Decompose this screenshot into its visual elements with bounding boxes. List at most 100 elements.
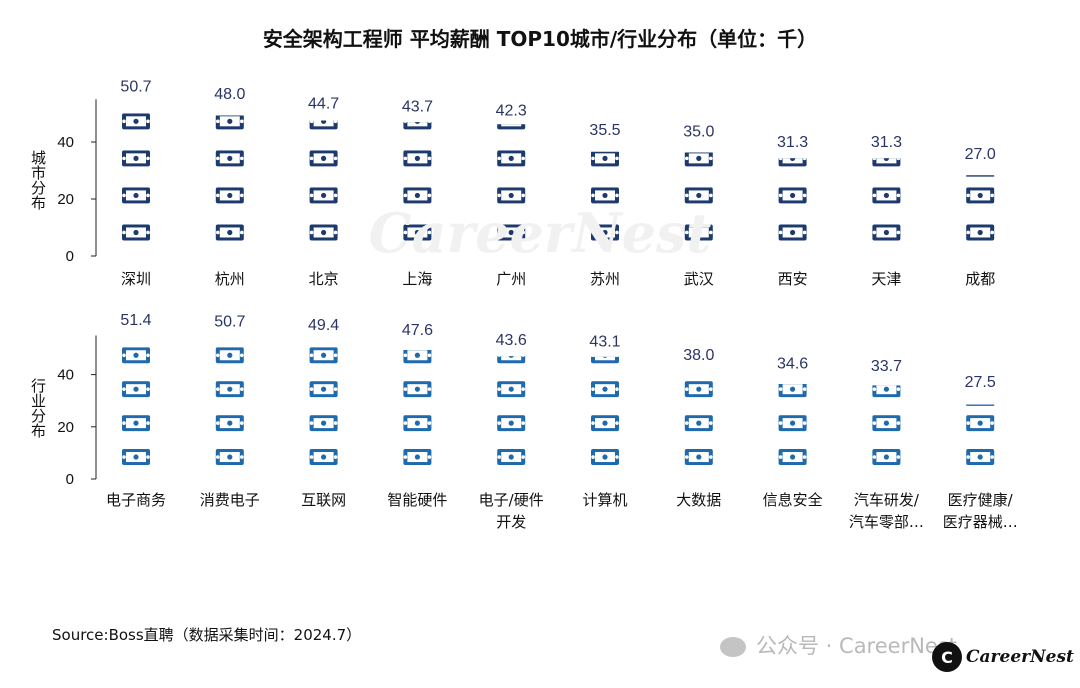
category-label: 互联网 — [301, 491, 346, 509]
value-label: 50.7 — [214, 314, 245, 331]
brand-logo: C CareerNest — [932, 640, 1074, 674]
category-label: 苏州 — [590, 270, 620, 288]
bar — [215, 347, 244, 466]
value-label: 43.6 — [496, 332, 527, 349]
bar-icon — [966, 224, 995, 241]
bar-icon — [591, 356, 619, 364]
value-label: 49.4 — [308, 317, 339, 334]
bar-icon — [309, 347, 338, 364]
category-label: 消费电子 — [200, 491, 260, 509]
bar — [403, 350, 432, 466]
bar — [872, 385, 901, 466]
bar — [403, 122, 432, 241]
bar-icon — [684, 381, 713, 398]
bar-icon — [122, 150, 150, 167]
category-label: 上海 — [402, 270, 432, 288]
bar-icon — [215, 150, 244, 167]
bar-icon — [403, 350, 432, 364]
category-label: 医疗健康/医疗器械… — [943, 491, 1018, 531]
value-label: 38.0 — [683, 347, 714, 364]
value-label: 43.1 — [589, 334, 620, 351]
value-label: 31.3 — [871, 134, 902, 151]
category-label: 计算机 — [582, 491, 627, 509]
bar-icon — [966, 449, 995, 466]
bar-icon — [215, 224, 244, 241]
bar-icon — [684, 415, 713, 432]
y-tick-label: 0 — [66, 471, 74, 488]
category-label: 深圳 — [121, 270, 151, 288]
value-label: 51.4 — [120, 312, 151, 329]
bar-icon — [872, 158, 901, 167]
bar-icon — [778, 224, 807, 241]
bar — [778, 158, 807, 241]
bar-icon — [778, 383, 807, 398]
bar-icon — [309, 187, 338, 204]
category-label: 汽车研发/汽车零部… — [849, 491, 924, 531]
industry-panel: 0 20 40 行业分布 51.4 电子商务 50.7 消费电子 49.4 互联网 47.6 智能硬件… — [29, 312, 1018, 531]
bar — [778, 383, 807, 466]
category-label: 杭州 — [215, 270, 245, 288]
category-label: 北京 — [309, 270, 339, 288]
bar-icon — [872, 187, 901, 204]
category-label: 智能硬件 — [387, 491, 447, 509]
bar-icon — [403, 187, 432, 204]
city-panel: 0 20 40 城市分布 50.7 深圳 48.0 杭州 44.7 北京 43.7 上海 42.3 广州 3… — [29, 79, 996, 288]
bar-icon — [215, 381, 244, 398]
bar-icon — [872, 449, 901, 466]
bar-icon — [497, 381, 526, 398]
bar-icon — [309, 449, 338, 466]
category-label: 大数据 — [676, 491, 721, 509]
value-label: 47.6 — [402, 322, 433, 339]
y-tick-label: 20 — [57, 419, 74, 436]
y-tick-label: 40 — [57, 134, 74, 151]
bar-icon — [966, 415, 995, 432]
value-label: 27.5 — [965, 374, 996, 391]
bar-icon — [872, 224, 901, 241]
source-note: Source:Boss直聘（数据采集时间：2024.7） — [52, 626, 362, 644]
bar-icon — [684, 449, 713, 466]
bar-icon — [778, 158, 807, 167]
bar — [966, 404, 995, 466]
bar-icon — [778, 415, 807, 432]
bar-icon — [309, 381, 338, 398]
bar-icon — [684, 152, 713, 167]
bar-icon — [497, 224, 526, 241]
bar — [684, 381, 713, 466]
bar-icon — [403, 381, 432, 398]
bar-icon — [497, 187, 526, 204]
category-label: 电子商务 — [106, 491, 166, 509]
bar-icon — [778, 449, 807, 466]
bar — [591, 356, 619, 466]
category-label: 西安 — [778, 270, 808, 288]
bar-icon — [497, 150, 526, 167]
bar — [872, 158, 901, 241]
brand-logo-text: CareerNest — [966, 647, 1074, 667]
bar-icon — [591, 151, 619, 167]
bar-icon — [684, 187, 713, 204]
bar-icon — [684, 224, 713, 241]
category-label: 天津 — [871, 270, 901, 288]
value-label: 35.5 — [589, 122, 620, 139]
bar-icon — [122, 381, 150, 398]
bar-icon — [215, 347, 244, 364]
value-label: 43.7 — [402, 98, 433, 115]
bar-icon — [591, 187, 619, 204]
bar — [122, 113, 150, 241]
bar-icon — [122, 415, 150, 432]
wechat-watermark: 公众号 · CareerNest — [720, 630, 957, 660]
bar-icon — [215, 187, 244, 204]
bar-icon — [403, 122, 432, 130]
y-tick-label: 20 — [57, 191, 74, 208]
bar-icon — [403, 224, 432, 241]
y-axis-label: 行业分布 — [29, 378, 47, 438]
category-label: 电子/硬件开发 — [479, 491, 544, 531]
center-watermark: CareerNest — [369, 201, 712, 265]
bar-icon — [497, 124, 526, 130]
bar-icon — [591, 381, 619, 398]
bar-icon — [872, 385, 901, 398]
bar — [591, 151, 619, 241]
y-tick-label: 0 — [66, 248, 74, 265]
bar — [497, 356, 526, 466]
bar-icon — [215, 449, 244, 466]
value-label: 33.7 — [871, 358, 902, 375]
